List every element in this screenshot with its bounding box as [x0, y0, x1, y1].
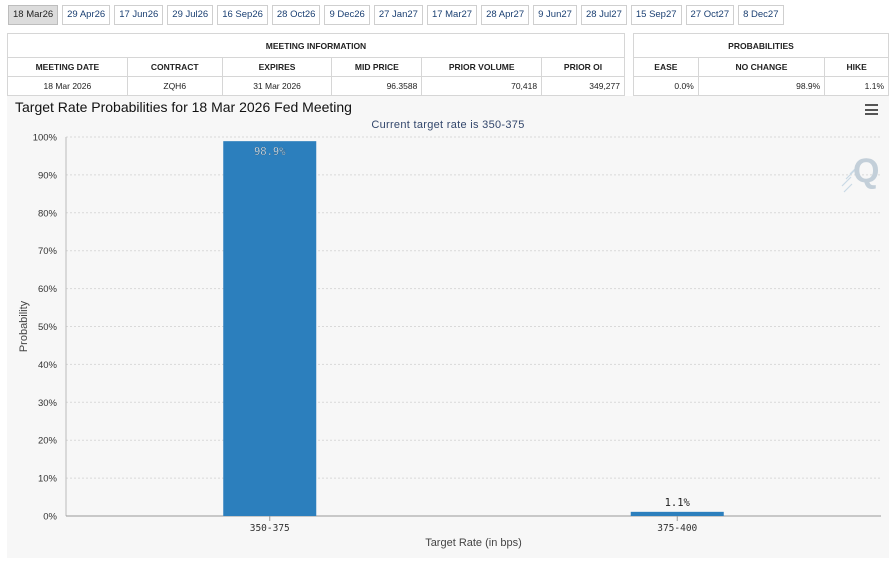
bar-350-375: [223, 141, 317, 516]
y-tick-label: 90%: [38, 170, 58, 181]
col-no-change: NO CHANGE: [697, 57, 826, 77]
col-prior-volume: PRIOR VOLUME: [421, 57, 543, 77]
tab-8-dec27[interactable]: 8 Dec27: [738, 5, 784, 25]
col-meeting-date: MEETING DATE: [7, 57, 128, 77]
tab-28-jul27[interactable]: 28 Jul27: [580, 5, 627, 25]
tab-15-sep27[interactable]: 15 Sep27: [630, 5, 682, 25]
hike-cell: 1.1%: [824, 76, 889, 96]
table-row: 0.0% 98.9% 1.1%: [633, 76, 889, 96]
y-tick-label: 100%: [33, 133, 58, 144]
svg-text:Q: Q: [853, 152, 879, 190]
no-change-cell: 98.9%: [697, 76, 826, 96]
data-label: 98.9%: [254, 146, 286, 158]
tab-27-oct27[interactable]: 27 Oct27: [685, 5, 735, 25]
tab-28-apr27[interactable]: 28 Apr27: [481, 5, 530, 25]
tab-28-oct26[interactable]: 28 Oct26: [271, 5, 321, 25]
table-row: 18 Mar 2026 ZQH6 31 Mar 2026 96.3588 70,…: [7, 76, 625, 96]
tab-9-dec26[interactable]: 9 Dec26: [324, 5, 370, 25]
y-tick-label: 80%: [38, 208, 58, 219]
chart-subtitle: Current target rate is 350-375: [371, 119, 525, 131]
expires-cell: 31 Mar 2026: [221, 76, 333, 96]
y-tick-label: 50%: [38, 322, 58, 333]
tab-29-jul26[interactable]: 29 Jul26: [167, 5, 214, 25]
meeting-date-tabs: 18 Mar26 29 Apr26 17 Jun26 29 Jul26 16 Sep26…: [8, 5, 784, 25]
tab-17-jun26[interactable]: 17 Jun26: [114, 5, 164, 25]
y-tick-label: 10%: [38, 474, 58, 485]
prior-volume-cell: 70,418: [421, 76, 543, 96]
meeting-information-header: MEETING INFORMATION: [7, 33, 625, 58]
x-axis-title: Target Rate (in bps): [425, 537, 522, 549]
y-tick-label: 0%: [43, 512, 57, 523]
prior-oi-cell: 349,277: [541, 76, 625, 96]
col-hike: HIKE: [824, 57, 889, 77]
col-mid-price: MID PRICE: [331, 57, 423, 77]
tab-18-mar26[interactable]: 18 Mar26: [8, 5, 59, 25]
meeting-date-cell: 18 Mar 2026: [7, 76, 128, 96]
contract-cell: ZQH6: [126, 76, 223, 96]
y-axis-title: Probability: [18, 300, 30, 352]
probabilities-table: PROBABILITIES EASE NO CHANGE HIKE 0.0% 9…: [633, 33, 889, 96]
y-tick-label: 60%: [38, 284, 58, 295]
probability-bar-chart: 0% 10% 20% 30% 40% 50% 60% 70% 80% 90% 100% 350-375…: [18, 133, 881, 549]
col-expires: EXPIRES: [221, 57, 333, 77]
col-prior-oi: PRIOR OI: [541, 57, 625, 77]
probabilities-header: PROBABILITIES: [633, 33, 889, 58]
hamburger-menu-icon[interactable]: [865, 104, 878, 115]
chart-title: Target Rate Probabilities for 18 Mar 202…: [15, 99, 352, 115]
tab-29-apr26[interactable]: 29 Apr26: [62, 5, 111, 25]
tab-16-sep26[interactable]: 16 Sep26: [217, 5, 268, 25]
tab-9-jun27[interactable]: 9 Jun27: [533, 5, 577, 25]
mid-price-cell: 96.3588: [331, 76, 423, 96]
x-tick-label: 350-375: [250, 523, 290, 534]
col-ease: EASE: [633, 57, 699, 77]
y-tick-label: 20%: [38, 436, 58, 447]
y-tick-label: 40%: [38, 360, 58, 371]
tab-27-jan27[interactable]: 27 Jan27: [373, 5, 423, 25]
tab-17-mar27[interactable]: 17 Mar27: [426, 5, 478, 25]
y-tick-label: 70%: [38, 246, 58, 257]
bar-375-400: [630, 511, 724, 516]
data-label: 1.1%: [665, 497, 691, 509]
x-tick-label: 375-400: [657, 523, 697, 534]
ease-cell: 0.0%: [633, 76, 699, 96]
col-contract: CONTRACT: [126, 57, 223, 77]
q-logo-icon: Q: [841, 152, 879, 193]
meeting-information-table: MEETING INFORMATION MEETING DATE CONTRAC…: [7, 33, 625, 96]
chart-panel: 0% 10% 20% 30% 40% 50% 60% 70% 80% 90% 100% 350-375…: [7, 96, 889, 558]
y-tick-label: 30%: [38, 398, 58, 409]
